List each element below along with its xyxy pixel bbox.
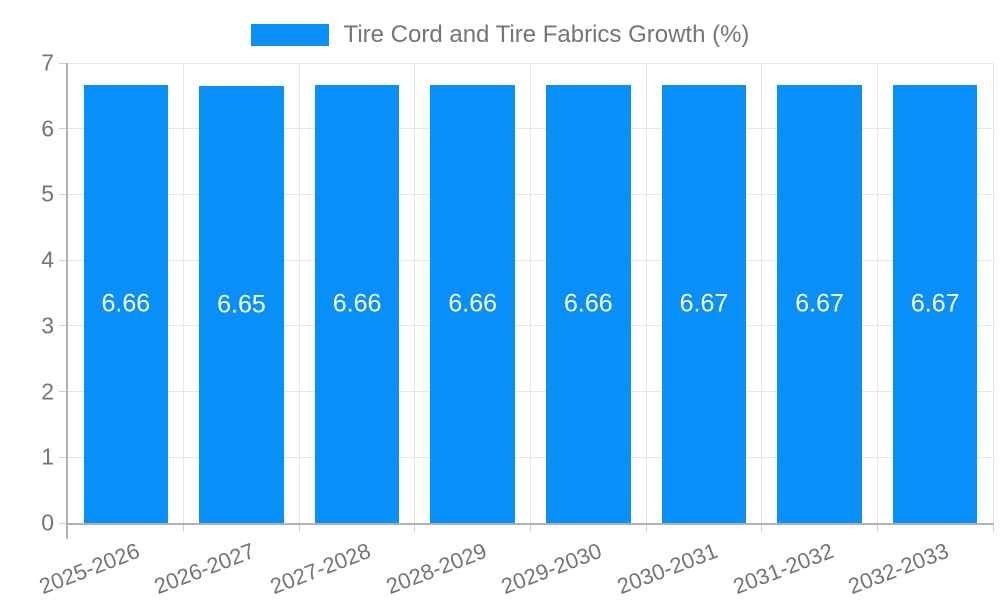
- bar-value-label: 6.67: [679, 289, 729, 318]
- x-tick-mark: [530, 523, 531, 532]
- y-tick-mark: [59, 325, 67, 327]
- bar-value-label: 6.66: [101, 289, 151, 318]
- bar[interactable]: 6.67: [777, 84, 862, 523]
- y-tick-label: 1: [41, 443, 54, 470]
- legend-label: Tire Cord and Tire Fabrics Growth (%): [343, 21, 750, 48]
- y-tick-mark: [59, 193, 67, 195]
- x-tick-mark: [761, 523, 763, 532]
- y-tick-label: 2: [41, 378, 54, 405]
- x-tick-label: 2032-2033: [844, 538, 953, 600]
- x-tick-label: 2027-2028: [266, 538, 375, 600]
- v-gridline: [645, 63, 647, 523]
- y-tick-label: 6: [41, 115, 54, 142]
- y-tick-mark: [59, 456, 67, 458]
- x-tick-label: 2031-2032: [729, 538, 837, 600]
- legend: Tire Cord and Tire Fabrics Growth (%): [0, 21, 1000, 49]
- bar[interactable]: 6.67: [661, 84, 747, 523]
- y-axis-labels: 0 1 2 3 4 5 6 7: [0, 50, 54, 536]
- v-gridline: [414, 63, 416, 523]
- bar[interactable]: 6.66: [430, 85, 515, 523]
- bar[interactable]: 6.66: [546, 85, 631, 523]
- bar[interactable]: 6.65: [199, 86, 284, 523]
- bar-value-label: 6.66: [563, 289, 613, 318]
- x-tick-label: 2026-2027: [151, 538, 259, 600]
- v-gridline: [298, 63, 300, 523]
- plot-area: 6.66 6.65 6.66 6.66 6.66 6.67 6.67 6.67: [59, 62, 994, 539]
- bar-value-label: 6.67: [795, 289, 844, 318]
- bar[interactable]: 6.66: [314, 85, 400, 523]
- bar-value-label: 6.67: [910, 289, 960, 318]
- x-tick-mark: [645, 523, 647, 532]
- legend-swatch-icon: [250, 24, 329, 46]
- bar-value-label: 6.65: [217, 290, 266, 318]
- bar-value-label: 6.66: [448, 289, 498, 318]
- v-gridline: [876, 63, 878, 523]
- v-gridline: [530, 63, 531, 523]
- y-tick-label: 3: [41, 312, 54, 339]
- x-tick-mark: [414, 523, 416, 532]
- v-gridline: [183, 63, 185, 523]
- y-tick-label: 7: [41, 49, 54, 76]
- y-tick-mark: [59, 62, 67, 64]
- bar-value-label: 6.66: [332, 289, 382, 318]
- bar[interactable]: 6.66: [83, 85, 169, 523]
- y-axis-line: [66, 63, 68, 539]
- v-gridline: [761, 63, 763, 523]
- y-tick-label: 4: [41, 246, 54, 273]
- y-tick-label: 5: [41, 180, 54, 207]
- x-tick-mark: [992, 523, 994, 532]
- x-tick-label: 2029-2030: [498, 538, 606, 600]
- bar[interactable]: 6.67: [892, 84, 978, 523]
- y-tick-mark: [59, 522, 67, 524]
- x-axis-labels: 2025-2026 2026-2027 2027-2028 2028-2029 2029…: [36, 534, 993, 600]
- x-tick-label: 2025-2026: [35, 538, 143, 600]
- v-gridline: [992, 63, 994, 523]
- x-tick-mark: [876, 523, 878, 532]
- x-tick-label: 2030-2031: [613, 538, 721, 600]
- x-tick-label: 2028-2029: [382, 538, 490, 600]
- y-tick-mark: [59, 259, 67, 261]
- y-tick-label: 0: [41, 509, 54, 536]
- y-tick-mark: [59, 391, 67, 393]
- x-axis-line: [66, 523, 993, 525]
- x-tick-mark: [183, 523, 185, 532]
- y-tick-mark: [59, 128, 67, 130]
- x-tick-mark: [298, 523, 300, 532]
